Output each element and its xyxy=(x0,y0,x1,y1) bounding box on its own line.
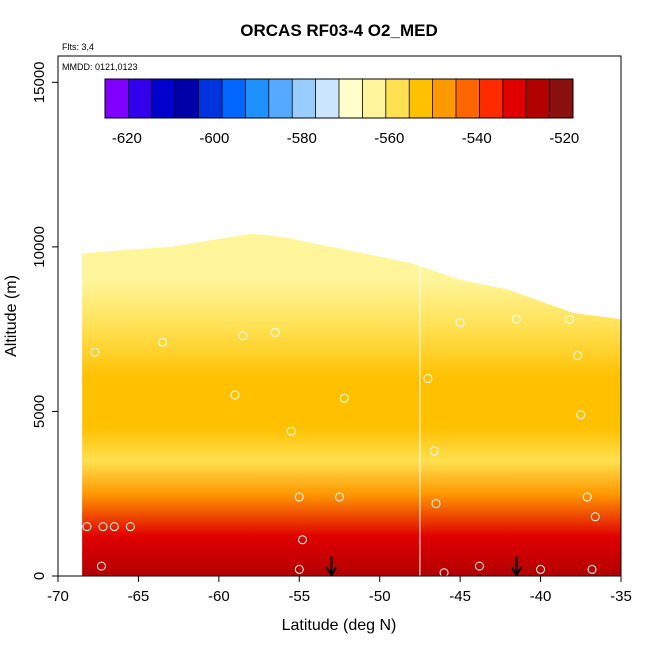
sample-point xyxy=(335,492,344,502)
y-tick-label: 0 xyxy=(31,572,48,580)
sample-point xyxy=(587,564,597,574)
colorbar-swatch xyxy=(268,79,293,118)
sample-point xyxy=(125,522,135,532)
colorbar-swatch xyxy=(198,79,223,118)
sample-point xyxy=(98,522,108,532)
colorbar-tick-label: -540 xyxy=(462,130,492,147)
colorbar-swatch xyxy=(245,79,270,118)
colorbar-frame xyxy=(104,78,574,119)
colorbar: -620 -600 -580 -560 -540 -520 xyxy=(104,78,579,147)
chart-title: ORCAS RF03-4 O2_MED xyxy=(240,21,437,40)
sample-point xyxy=(286,426,296,436)
y-axis: 0 5000 10000 15000 xyxy=(31,61,58,580)
colorbar-tick-label: -520 xyxy=(549,130,579,147)
colorbar-swatch xyxy=(339,79,363,118)
sample-point xyxy=(230,390,240,400)
x-tick-label: -50 xyxy=(369,588,391,605)
x-tick-label: -65 xyxy=(128,588,150,605)
plot-area xyxy=(82,233,621,576)
sample-point xyxy=(294,492,304,502)
y-tick-label: 15000 xyxy=(31,61,48,103)
sample-point xyxy=(474,561,484,571)
sample-point xyxy=(582,492,592,502)
sample-point xyxy=(298,535,308,545)
colorbar-swatch xyxy=(315,79,340,118)
sample-point xyxy=(576,410,586,420)
sample-point xyxy=(429,446,439,456)
colorbar-swatch xyxy=(526,79,551,118)
colorbar-swatch xyxy=(409,79,434,118)
down-arrow-icon xyxy=(510,556,523,576)
colorbar-swatch xyxy=(362,79,387,118)
data-field xyxy=(82,233,621,576)
y-tick-label: 5000 xyxy=(31,395,48,428)
sample-point xyxy=(96,561,106,571)
colorbar-swatch xyxy=(385,79,410,118)
sample-point xyxy=(536,564,546,574)
colorbar-swatch xyxy=(222,79,246,118)
colorbar-swatch xyxy=(128,79,153,118)
y-axis-label: Altitude (m) xyxy=(3,275,20,357)
colorbar-swatch xyxy=(151,79,176,118)
sample-point xyxy=(455,318,465,328)
mmdd-note: MMDD: 0121,0123 xyxy=(62,62,138,72)
sample-point xyxy=(82,522,92,532)
colorbar-tick-label: -560 xyxy=(374,130,404,147)
sample-point xyxy=(423,374,433,384)
plot-frame xyxy=(57,55,622,577)
colorbar-swatch xyxy=(432,79,457,118)
colorbar-tick-label: -620 xyxy=(112,130,142,147)
colorbar-swatch xyxy=(175,79,200,118)
colorbar-swatch xyxy=(502,79,527,118)
down-arrow-icon xyxy=(325,556,338,576)
sample-point xyxy=(439,568,449,576)
y-tick-label: 10000 xyxy=(31,226,48,268)
x-tick-label: -55 xyxy=(288,588,310,605)
x-tick-label: -40 xyxy=(530,588,552,605)
x-axis: -70 -65 -60 -55 -50 -45 -40 -35 xyxy=(47,576,632,605)
flights-note: Flts: 3,4 xyxy=(62,42,94,52)
x-tick-label: -70 xyxy=(47,588,69,605)
x-tick-label: -60 xyxy=(208,588,230,605)
sample-point xyxy=(90,347,100,357)
sample-point xyxy=(270,327,280,337)
sample-point xyxy=(294,564,304,574)
sample-point xyxy=(511,314,521,324)
sample-point xyxy=(590,512,600,522)
sample-point xyxy=(431,499,441,509)
x-tick-label: -35 xyxy=(610,588,632,605)
colorbar-swatch xyxy=(479,79,504,118)
x-axis-label: Latitude (deg N) xyxy=(282,617,397,634)
sample-point xyxy=(573,350,583,360)
colorbar-tick-label: -600 xyxy=(199,130,229,147)
colorbar-tick-label: -580 xyxy=(287,130,317,147)
colorbar-swatch xyxy=(456,79,480,118)
x-tick-label: -45 xyxy=(449,588,471,605)
colorbar-swatch xyxy=(105,79,129,118)
colorbar-swatch xyxy=(292,79,317,118)
colorbar-swatch xyxy=(549,79,574,118)
sample-point xyxy=(565,314,575,324)
sample-point xyxy=(238,331,248,341)
sample-point xyxy=(339,393,349,403)
sample-point xyxy=(158,337,168,347)
sample-point xyxy=(109,522,119,532)
